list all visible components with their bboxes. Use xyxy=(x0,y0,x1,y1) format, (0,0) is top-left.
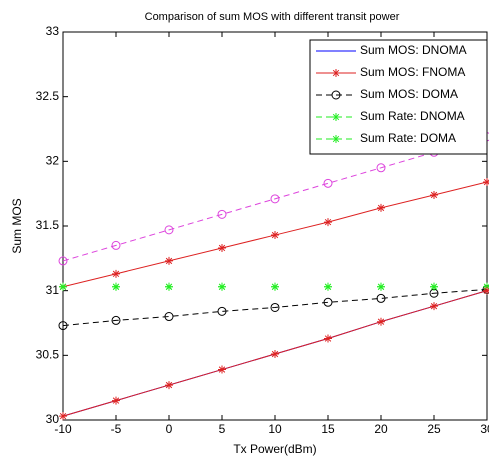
legend-label: Sum MOS: FNOMA xyxy=(360,65,465,79)
marker xyxy=(218,282,226,291)
marker xyxy=(323,178,333,188)
marker xyxy=(165,381,173,390)
x-tick-label: 20 xyxy=(374,422,388,436)
legend-marker xyxy=(331,90,341,100)
legend-label: Sum Rate: DNOMA xyxy=(360,109,465,123)
marker xyxy=(218,365,226,374)
marker xyxy=(377,203,385,212)
marker xyxy=(112,269,120,278)
marker xyxy=(112,282,120,291)
marker xyxy=(376,163,386,173)
marker xyxy=(270,302,280,312)
marker xyxy=(376,293,386,303)
y-tick-label: 30 xyxy=(46,412,60,426)
legend-marker xyxy=(332,113,340,121)
marker xyxy=(430,302,438,311)
marker xyxy=(59,282,67,291)
marker xyxy=(324,334,332,343)
marker xyxy=(165,282,173,291)
marker xyxy=(217,306,227,316)
marker xyxy=(323,297,333,307)
y-tick-label: 31 xyxy=(46,283,60,297)
marker xyxy=(164,312,174,322)
marker xyxy=(164,225,174,235)
marker xyxy=(271,231,279,240)
x-tick-label: -10 xyxy=(54,422,72,436)
marker xyxy=(430,190,438,199)
x-tick-label: 30 xyxy=(480,422,489,436)
marker xyxy=(324,218,332,227)
series xyxy=(59,286,489,421)
y-tick-label: 31.5 xyxy=(36,218,60,232)
marker xyxy=(58,321,68,331)
legend-marker xyxy=(332,69,340,77)
series-line xyxy=(62,288,488,327)
legend-marker xyxy=(332,135,340,143)
y-tick-label: 33 xyxy=(46,24,60,38)
y-tick-label: 32 xyxy=(46,154,60,168)
x-tick-label: 5 xyxy=(219,422,226,436)
marker xyxy=(483,286,489,295)
marker xyxy=(59,412,67,421)
marker xyxy=(270,194,280,204)
y-tick-label: 32.5 xyxy=(36,89,60,103)
y-axis-label: Sum MOS xyxy=(10,198,24,253)
x-tick-label: 25 xyxy=(427,422,441,436)
x-tick-label: 0 xyxy=(166,422,173,436)
y-tick-label: 30.5 xyxy=(36,348,60,362)
marker xyxy=(111,240,121,250)
x-axis-label: Tx Power(dBm) xyxy=(233,442,316,456)
marker xyxy=(271,282,279,291)
marker xyxy=(111,315,121,325)
x-tick-label: 15 xyxy=(321,422,335,436)
legend-label: Sum MOS: DOMA xyxy=(360,87,458,101)
legend-label: Sum MOS: DNOMA xyxy=(360,43,467,57)
marker xyxy=(165,256,173,265)
marker xyxy=(377,282,385,291)
series-line xyxy=(62,136,488,262)
marker xyxy=(483,178,489,187)
marker xyxy=(377,317,385,326)
chart-title: Comparison of sum MOS with different tra… xyxy=(145,11,400,23)
marker xyxy=(112,396,120,405)
x-tick-label: 10 xyxy=(268,422,282,436)
marker xyxy=(430,282,438,291)
marker xyxy=(271,350,279,359)
x-tick-label: -5 xyxy=(111,422,122,436)
legend-label: Sum Rate: DOMA xyxy=(360,131,456,145)
marker xyxy=(218,243,226,252)
marker xyxy=(58,256,68,266)
marker xyxy=(217,209,227,219)
marker xyxy=(324,282,332,291)
